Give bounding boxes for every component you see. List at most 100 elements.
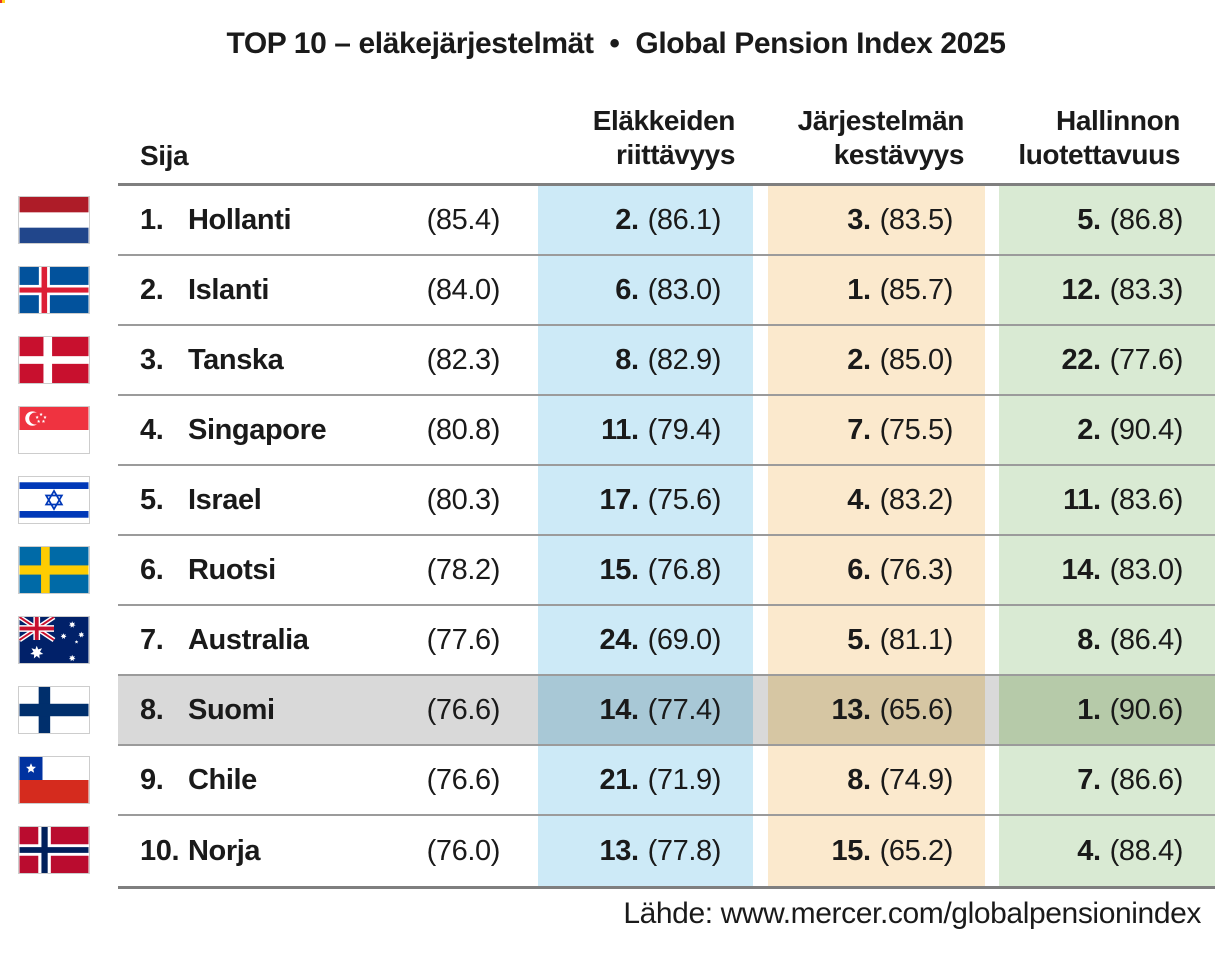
total-score: (80.8): [426, 413, 501, 446]
column-gap: [753, 466, 768, 534]
table-row: 2. Islanti (84.0) 6. (83.0) 1. (85.7) 12…: [18, 256, 1215, 326]
adequacy-rank: 2.: [615, 203, 639, 236]
adequacy-score: (75.6): [647, 483, 722, 516]
column-gap: [985, 606, 999, 674]
column-header-adequacy: Eläkkeiden riittävyys: [592, 104, 736, 170]
adequacy-rank: 6.: [615, 273, 639, 306]
table-row: 5. Israel (80.3) 17. (75.6) 4. (83.2) 11…: [18, 466, 1215, 536]
column-gap: [985, 466, 999, 534]
integrity-cell: 12. (83.3): [999, 256, 1215, 324]
adequacy-score: (71.9): [647, 763, 722, 796]
integrity-cell: 8. (86.4): [999, 606, 1215, 674]
sustainability-score: (65.6): [879, 693, 954, 726]
adequacy-score: (77.4): [647, 693, 722, 726]
integrity-rank: 8.: [1077, 623, 1101, 656]
integrity-score: (90.4): [1109, 413, 1184, 446]
total-score: (78.2): [426, 553, 501, 586]
sustainability-score: (83.2): [879, 483, 954, 516]
column-gap: [985, 256, 999, 324]
rank-country-cell: 4. Singapore (80.8): [118, 396, 538, 464]
adequacy-score: (82.9): [647, 343, 722, 376]
adequacy-score: (77.8): [647, 834, 722, 867]
sustainability-score: (76.3): [879, 553, 954, 586]
table-row: 10. Norja (76.0) 13. (77.8) 15. (65.2) 4…: [18, 816, 1215, 886]
adequacy-cell: 13. (77.8): [538, 816, 753, 886]
sustainability-cell: 1. (85.7): [768, 256, 985, 324]
country-name: Ruotsi: [188, 553, 276, 586]
adequacy-cell: 8. (82.9): [538, 326, 753, 394]
corner-artifact: [0, 0, 5, 3]
column-gap: [753, 606, 768, 674]
rank-country-cell: 10. Norja (76.0): [118, 816, 538, 886]
column-gap: [753, 256, 768, 324]
sustainability-rank: 4.: [847, 483, 871, 516]
column-gap: [753, 396, 768, 464]
rank-number: 6.: [140, 553, 164, 586]
sustainability-cell: 6. (76.3): [768, 536, 985, 604]
integrity-score: (86.6): [1109, 763, 1184, 796]
sustainability-score: (83.5): [879, 203, 954, 236]
australia-flag-icon: [18, 616, 90, 664]
sustainability-cell: 3. (83.5): [768, 186, 985, 254]
integrity-rank: 1.: [1077, 693, 1101, 726]
israel-flag-icon: [18, 476, 90, 524]
finland-flag-icon: [18, 686, 90, 734]
country-name: Hollanti: [188, 203, 292, 236]
rank-country-cell: 1. Hollanti (85.4): [118, 186, 538, 254]
table-row: 8. Suomi (76.6) 14. (77.4) 13. (65.6) 1.…: [18, 676, 1215, 746]
sustainability-rank: 6.: [847, 553, 871, 586]
rank-country-cell: 7. Australia (77.6): [118, 606, 538, 674]
integrity-score: (88.4): [1109, 834, 1184, 867]
adequacy-score: (79.4): [647, 413, 722, 446]
adequacy-rank: 13.: [599, 834, 640, 867]
integrity-score: (83.6): [1109, 483, 1184, 516]
adequacy-rank: 24.: [599, 623, 640, 656]
adequacy-rank: 8.: [615, 343, 639, 376]
adequacy-cell: 6. (83.0): [538, 256, 753, 324]
column-gap: [985, 676, 999, 744]
integrity-rank: 12.: [1061, 273, 1102, 306]
adequacy-score: (86.1): [647, 203, 722, 236]
adequacy-rank: 15.: [599, 553, 640, 586]
country-name: Norja: [188, 834, 261, 867]
column-gap: [985, 186, 999, 254]
table-row: 6. Ruotsi (78.2) 15. (76.8) 6. (76.3) 14…: [18, 536, 1215, 606]
sustainability-cell: 4. (83.2): [768, 466, 985, 534]
rank-number: 4.: [140, 413, 164, 446]
sustainability-cell: 15. (65.2): [768, 816, 985, 886]
integrity-cell: 5. (86.8): [999, 186, 1215, 254]
column-header-sustainability: Järjestelmän kestävyys: [797, 104, 965, 170]
rank-number: 10.: [140, 834, 180, 867]
column-gap: [753, 746, 768, 814]
total-score: (76.6): [426, 693, 501, 726]
sustainability-cell: 8. (74.9): [768, 746, 985, 814]
sustainability-rank: 5.: [847, 623, 871, 656]
adequacy-cell: 17. (75.6): [538, 466, 753, 534]
integrity-score: (86.4): [1109, 623, 1184, 656]
sustainability-cell: 7. (75.5): [768, 396, 985, 464]
sustainability-rank: 8.: [847, 763, 871, 796]
source-text: Lähde: www.mercer.com/globalpensionindex: [623, 897, 1201, 930]
rank-country-cell: 8. Suomi (76.6): [118, 676, 538, 744]
integrity-score: (83.0): [1109, 553, 1184, 586]
adequacy-cell: 21. (71.9): [538, 746, 753, 814]
page-title: TOP 10 – eläkejärjestelmät • Global Pens…: [226, 27, 1006, 60]
total-score: (80.3): [426, 483, 501, 516]
integrity-rank: 2.: [1077, 413, 1101, 446]
integrity-score: (90.6): [1109, 693, 1184, 726]
adequacy-rank: 14.: [599, 693, 640, 726]
total-score: (85.4): [426, 203, 501, 236]
integrity-rank: 4.: [1077, 834, 1101, 867]
rank-country-cell: 9. Chile (76.6): [118, 746, 538, 814]
column-gap: [753, 536, 768, 604]
table-row: 4. Singapore (80.8) 11. (79.4) 7. (75.5)…: [18, 396, 1215, 466]
country-name: Singapore: [188, 413, 327, 446]
sweden-flag-icon: [18, 546, 90, 594]
chile-flag-icon: [18, 756, 90, 804]
pension-table-body: 1. Hollanti (85.4) 2. (86.1) 3. (83.5) 5…: [18, 186, 1215, 886]
sustainability-score: (85.7): [879, 273, 954, 306]
total-score: (76.6): [426, 763, 501, 796]
sustainability-cell: 13. (65.6): [768, 676, 985, 744]
column-header-integrity: Hallinnon luotettavuus: [1018, 104, 1180, 170]
netherlands-flag-icon: [18, 196, 90, 244]
